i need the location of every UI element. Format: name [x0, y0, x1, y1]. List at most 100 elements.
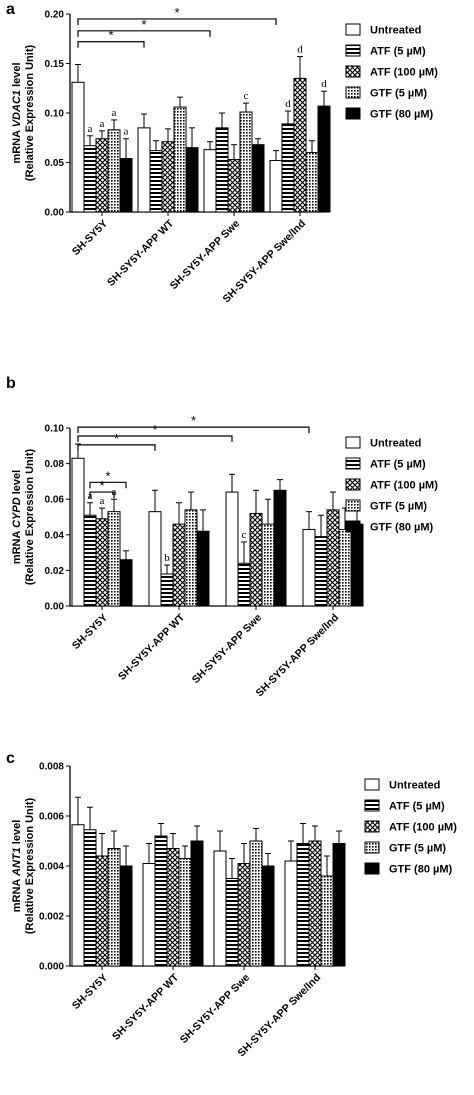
legend-label: ATF (100 µM)	[370, 480, 438, 492]
bar	[273, 489, 287, 607]
bar	[137, 127, 151, 213]
y-tick-label: 0.05	[45, 158, 65, 169]
x-category-label: SH-SY5Y-APP Swe/Ind	[254, 612, 342, 700]
legend-swatch	[364, 862, 380, 875]
bar	[119, 559, 133, 607]
legend-label: GTF (5 µM)	[370, 501, 427, 513]
bar	[293, 77, 307, 213]
legend-swatch	[345, 520, 361, 533]
panel-letter: b	[6, 375, 16, 392]
bar	[338, 528, 352, 607]
bar	[225, 878, 239, 967]
y-axis-title-prefix: mRNA	[11, 127, 23, 163]
legend-swatch	[345, 86, 361, 99]
bar	[332, 843, 346, 967]
significance-letter: d	[297, 44, 303, 56]
bar	[203, 149, 217, 213]
bar	[83, 145, 97, 213]
bar	[149, 150, 163, 213]
bar	[107, 129, 121, 213]
legend-swatch	[345, 436, 361, 449]
legend-swatch	[345, 44, 361, 57]
legend-swatch	[364, 841, 380, 854]
bar	[173, 106, 187, 213]
bar	[308, 840, 322, 967]
x-category-label: SH-SY5Y	[70, 612, 110, 652]
bar	[71, 824, 85, 967]
bar	[251, 144, 265, 213]
bar	[172, 523, 186, 607]
bar	[314, 536, 328, 607]
bar	[83, 514, 97, 607]
x-category-label: SH-SY5Y	[70, 972, 110, 1012]
legend-label: ATF (5 µM)	[370, 459, 426, 471]
x-category-label: SH-SY5Y-APP Swe	[178, 972, 252, 1046]
bar	[119, 158, 133, 213]
bar	[190, 840, 204, 967]
y-tick-label: 0.000	[39, 962, 64, 973]
significance-letter: a	[112, 107, 117, 119]
bar	[305, 152, 319, 213]
significance-bracket	[77, 41, 145, 48]
legend-label: GTF (5 µM)	[389, 843, 446, 855]
legend-swatch	[364, 778, 380, 791]
bar	[320, 875, 334, 967]
legend-label: Untreated	[370, 25, 421, 37]
y-tick-label: 0.008	[39, 762, 64, 773]
y-axis-title: mRNA VDAC1 level	[11, 62, 23, 163]
y-tick-label: 0.08	[45, 459, 65, 470]
bar	[239, 111, 253, 213]
y-axis-title-gene: CYPD	[11, 497, 23, 528]
legend-label: GTF (80 µM)	[370, 109, 434, 121]
significance-letter: d	[285, 98, 291, 110]
significance-letter: d	[321, 78, 327, 90]
y-axis-title-line2: (Relative Expression Unit)	[24, 45, 36, 182]
y-axis-title-prefix: mRNA	[11, 528, 23, 564]
bar	[213, 850, 227, 967]
legend-label: Untreated	[389, 780, 440, 792]
significance-letter: a	[100, 118, 105, 130]
y-axis-title-line2: (Relative Expression Unit)	[24, 798, 36, 935]
bar	[225, 491, 239, 607]
y-tick-label: 0.10	[45, 109, 65, 120]
significance-letter: a	[88, 123, 93, 135]
bar	[261, 865, 275, 967]
bar	[196, 530, 210, 607]
bar	[350, 523, 364, 607]
bar	[237, 562, 251, 607]
bar	[326, 509, 340, 607]
panel-a: a 0.00 0.05 0.10 0.15 0.20 mRNA VDAC1 level (Re…	[6, 1, 438, 305]
legend-swatch	[345, 23, 361, 36]
y-tick-label: 0.06	[45, 495, 65, 506]
bar	[249, 840, 263, 967]
y-axis-title-suffix: level	[11, 470, 23, 498]
bar	[71, 81, 85, 213]
y-axis-title-gene: VDAC1	[11, 90, 23, 127]
bar	[302, 528, 316, 607]
bar	[317, 105, 331, 213]
y-tick-label: 0.00	[45, 208, 65, 219]
x-category-label: SH-SY5Y-APP Swe/Ind	[236, 972, 324, 1060]
bar	[215, 127, 229, 213]
legend-label: GTF (80 µM)	[370, 522, 434, 534]
x-category-label: SH-SY5Y-APP WT	[116, 611, 187, 682]
x-category-label: SH-SY5Y-APP WT	[105, 217, 176, 288]
y-tick-label: 0.10	[45, 424, 65, 435]
y-axis-title-gene: ANT1	[11, 847, 23, 877]
significance-bracket	[77, 18, 277, 25]
y-tick-label: 0.006	[39, 812, 64, 823]
panel-c: c 0.000 0.002 0.004 0.006 0.008 mRNA ANT1 leve…	[6, 750, 457, 1059]
bar	[154, 835, 168, 967]
y-tick-label: 0.20	[45, 10, 65, 21]
bar	[71, 457, 85, 607]
significance-star: *	[174, 5, 179, 20]
x-category-label: SH-SY5Y-APP WT	[110, 971, 181, 1042]
bar	[281, 123, 295, 213]
significance-bracket	[77, 444, 156, 451]
significance-star: *	[191, 413, 196, 428]
legend-label: ATF (5 µM)	[370, 46, 426, 58]
bar	[237, 863, 251, 967]
bar	[269, 160, 283, 213]
y-tick-label: 0.00	[45, 602, 65, 613]
